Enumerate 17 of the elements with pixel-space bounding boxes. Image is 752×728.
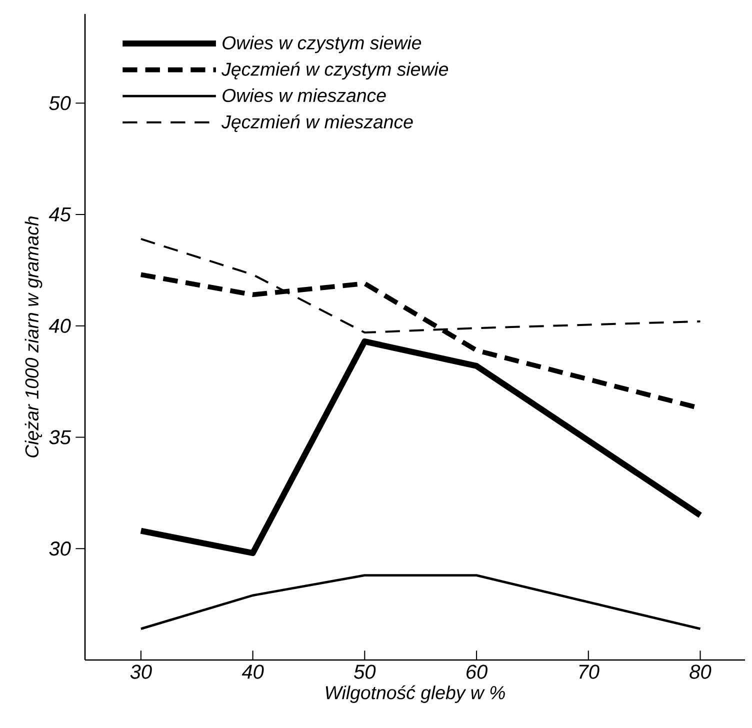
y-tick-label: 45 — [48, 208, 71, 222]
legend-label: Owies w mieszance — [222, 88, 386, 102]
legend-label: Jęczmień w czystym siewie — [222, 62, 448, 80]
x-tick-label: 50 — [354, 664, 376, 679]
x-tick-label: 70 — [579, 664, 600, 679]
y-tick-label: 30 — [49, 542, 71, 556]
x-tick-label: 40 — [242, 664, 264, 679]
y-tick-label: 35 — [49, 430, 71, 444]
y-tick-label: 40 — [48, 318, 71, 333]
x-axis-title: Wilgotność gleby w % — [326, 685, 505, 703]
legend-label: Jęczmień w mieszance — [222, 114, 413, 132]
x-tick-label: 80 — [690, 664, 712, 679]
x-tick-label: 30 — [130, 664, 152, 679]
y-axis-title: Ciężar 1000 ziarn w gramach — [24, 216, 42, 458]
legend-label: Owies w czystym siewie — [222, 36, 422, 54]
y-tick-label: 50 — [49, 96, 71, 110]
x-tick-label: 60 — [466, 664, 488, 679]
